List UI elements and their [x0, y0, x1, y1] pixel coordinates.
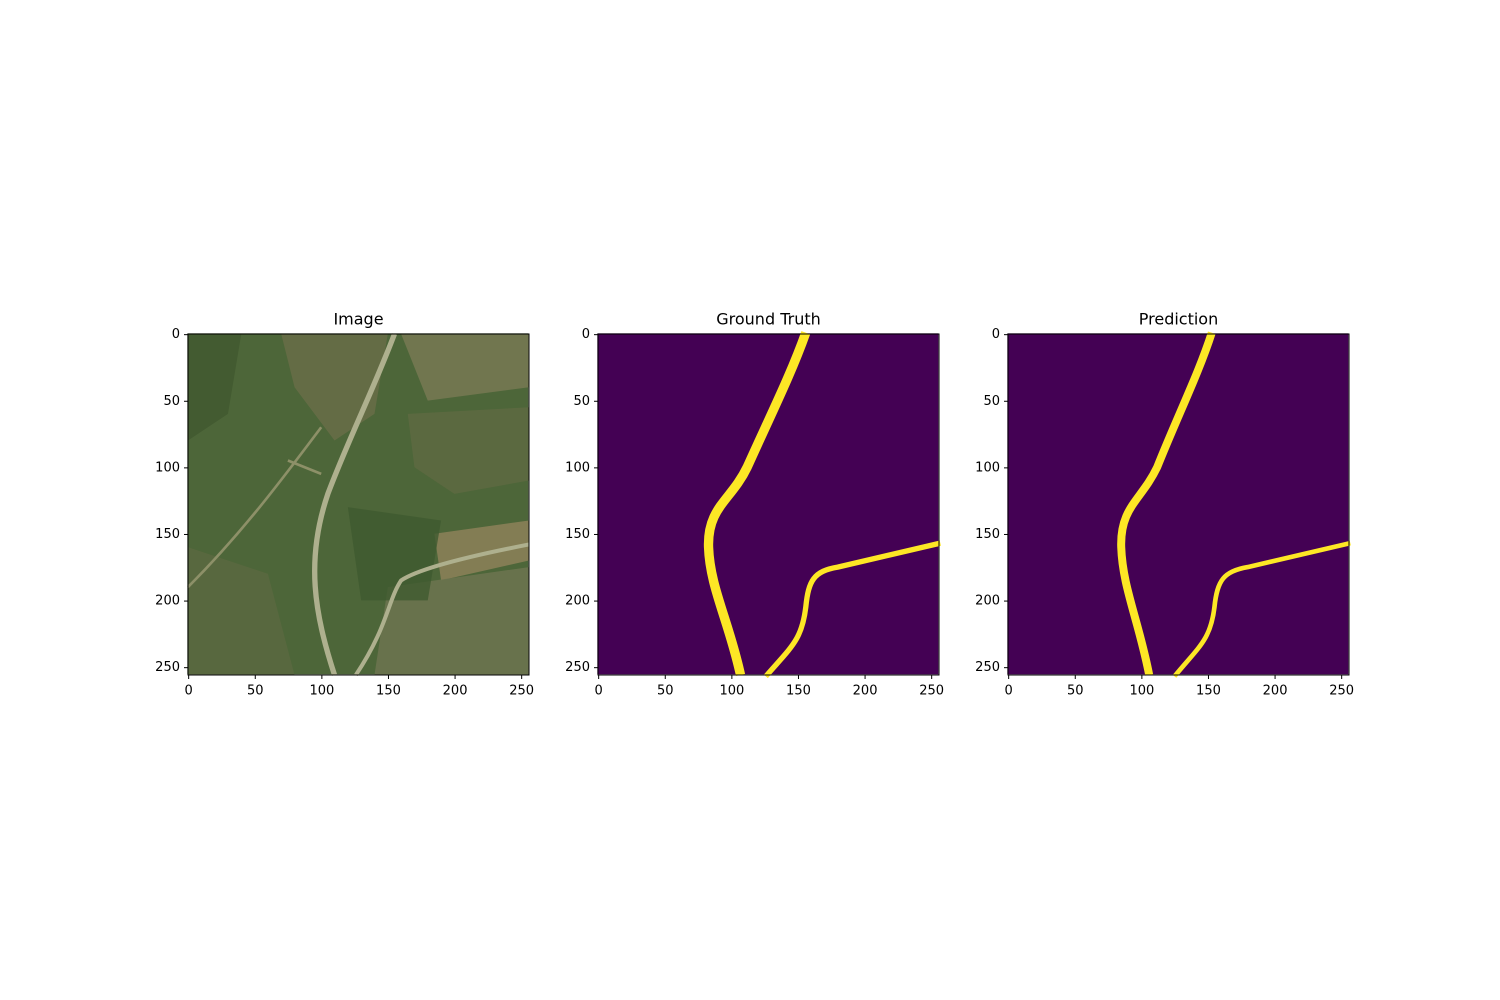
- x-tick-label: 250: [1329, 684, 1354, 699]
- x-tick-label: 0: [1005, 684, 1013, 699]
- x-tick-label: 150: [1196, 684, 1221, 699]
- y-tick-label: 200: [155, 594, 180, 609]
- y-tick-label: 150: [975, 527, 1000, 542]
- y-tick-label: 100: [975, 460, 1000, 475]
- panel-title: Image: [333, 310, 383, 329]
- y-tick-label: 0: [582, 327, 590, 342]
- x-tick-label: 150: [376, 684, 401, 699]
- y-tick-label: 150: [155, 527, 180, 542]
- y-tick-label: 150: [565, 527, 590, 542]
- y-tick-label: 50: [163, 394, 180, 409]
- axes-frame: [597, 333, 940, 676]
- y-tick-label: 0: [992, 327, 1000, 342]
- x-tick-label: 50: [1067, 684, 1084, 699]
- x-tick-label: 250: [919, 684, 944, 699]
- x-tick-label: 250: [509, 684, 534, 699]
- axes-frame: [1007, 333, 1350, 676]
- y-tick-label: 250: [565, 660, 590, 675]
- x-tick-label: 100: [1129, 684, 1154, 699]
- x-tick-label: 200: [443, 684, 468, 699]
- x-tick-label: 100: [309, 684, 334, 699]
- x-tick-label: 0: [185, 684, 193, 699]
- x-tick-label: 50: [657, 684, 674, 699]
- y-tick-label: 200: [565, 594, 590, 609]
- prediction-mask: [1007, 331, 1351, 678]
- panel-title: Ground Truth: [716, 310, 821, 329]
- panel-title: Prediction: [1139, 310, 1218, 329]
- y-tick-label: 50: [983, 394, 1000, 409]
- x-tick-label: 0: [595, 684, 603, 699]
- ground-truth-mask: [597, 331, 941, 679]
- x-tick-label: 50: [247, 684, 264, 699]
- x-tick-label: 200: [853, 684, 878, 699]
- axes-frame: [187, 333, 530, 676]
- y-tick-label: 0: [172, 327, 180, 342]
- y-tick-label: 100: [565, 460, 590, 475]
- x-tick-label: 100: [719, 684, 744, 699]
- satellite-image: [187, 333, 530, 677]
- y-tick-label: 200: [975, 594, 1000, 609]
- x-tick-label: 150: [786, 684, 811, 699]
- y-tick-label: 50: [573, 394, 590, 409]
- y-tick-label: 250: [975, 660, 1000, 675]
- y-tick-label: 100: [155, 460, 180, 475]
- x-tick-label: 200: [1263, 684, 1288, 699]
- y-tick-label: 250: [155, 660, 180, 675]
